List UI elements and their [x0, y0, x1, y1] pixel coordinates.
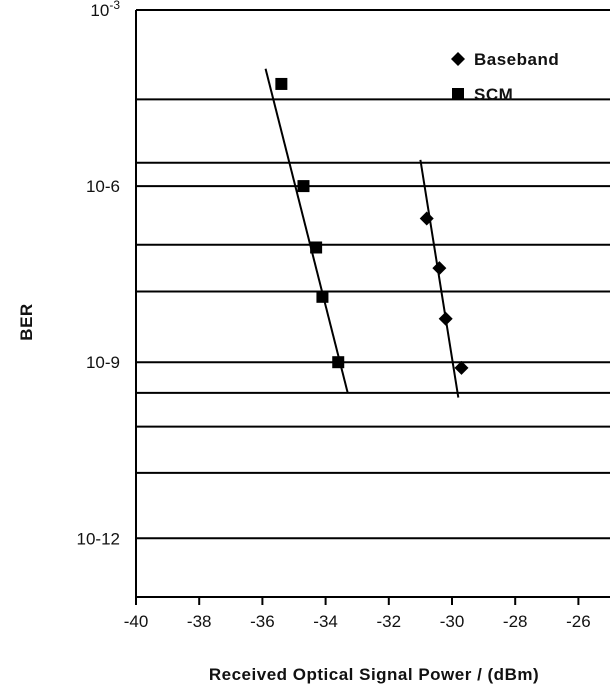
x-tick-label: -36	[250, 612, 275, 631]
legend: Baseband SCM	[451, 50, 559, 104]
x-tick-label: -38	[187, 612, 212, 631]
data-point-scm	[316, 290, 329, 303]
data-point-baseband	[432, 261, 447, 276]
legend-label-scm: SCM	[474, 85, 513, 104]
y-tick-label: 10-9	[86, 353, 120, 372]
gridlines	[136, 9, 610, 540]
fit-line-baseband	[419, 159, 460, 398]
y-axis-ticks: 10-3 10-6 10-9 10-12	[77, 0, 121, 548]
x-axis-ticks: -40 -38 -36 -34 -32 -30 -28 -26	[124, 597, 591, 631]
legend-marker-baseband	[451, 52, 465, 66]
x-tick-label: -34	[313, 612, 338, 631]
data-point-scm	[275, 77, 288, 90]
axes	[135, 9, 610, 598]
legend-marker-scm	[452, 88, 464, 100]
data-point-scm	[297, 180, 310, 193]
x-tick-label: -32	[377, 612, 402, 631]
y-tick-label: 10-12	[77, 529, 120, 548]
x-tick-label: -28	[503, 612, 528, 631]
data-point-baseband	[454, 360, 469, 375]
data-point-scm	[332, 356, 345, 369]
fit-lines	[264, 68, 460, 398]
data-point-baseband	[419, 211, 434, 226]
y-axis-label: BER	[17, 303, 36, 340]
x-tick-label: -40	[124, 612, 149, 631]
y-tick-label: 10-3	[90, 0, 120, 20]
fit-line-scm	[264, 68, 349, 394]
x-tick-label: -26	[566, 612, 591, 631]
legend-label-baseband: Baseband	[474, 50, 559, 69]
x-tick-label: -30	[440, 612, 465, 631]
data-points	[275, 77, 469, 375]
data-point-baseband	[438, 311, 453, 326]
x-axis-label: Received Optical Signal Power / (dBm)	[209, 665, 539, 684]
y-tick-label: 10-6	[86, 177, 120, 196]
data-point-scm	[310, 241, 323, 254]
